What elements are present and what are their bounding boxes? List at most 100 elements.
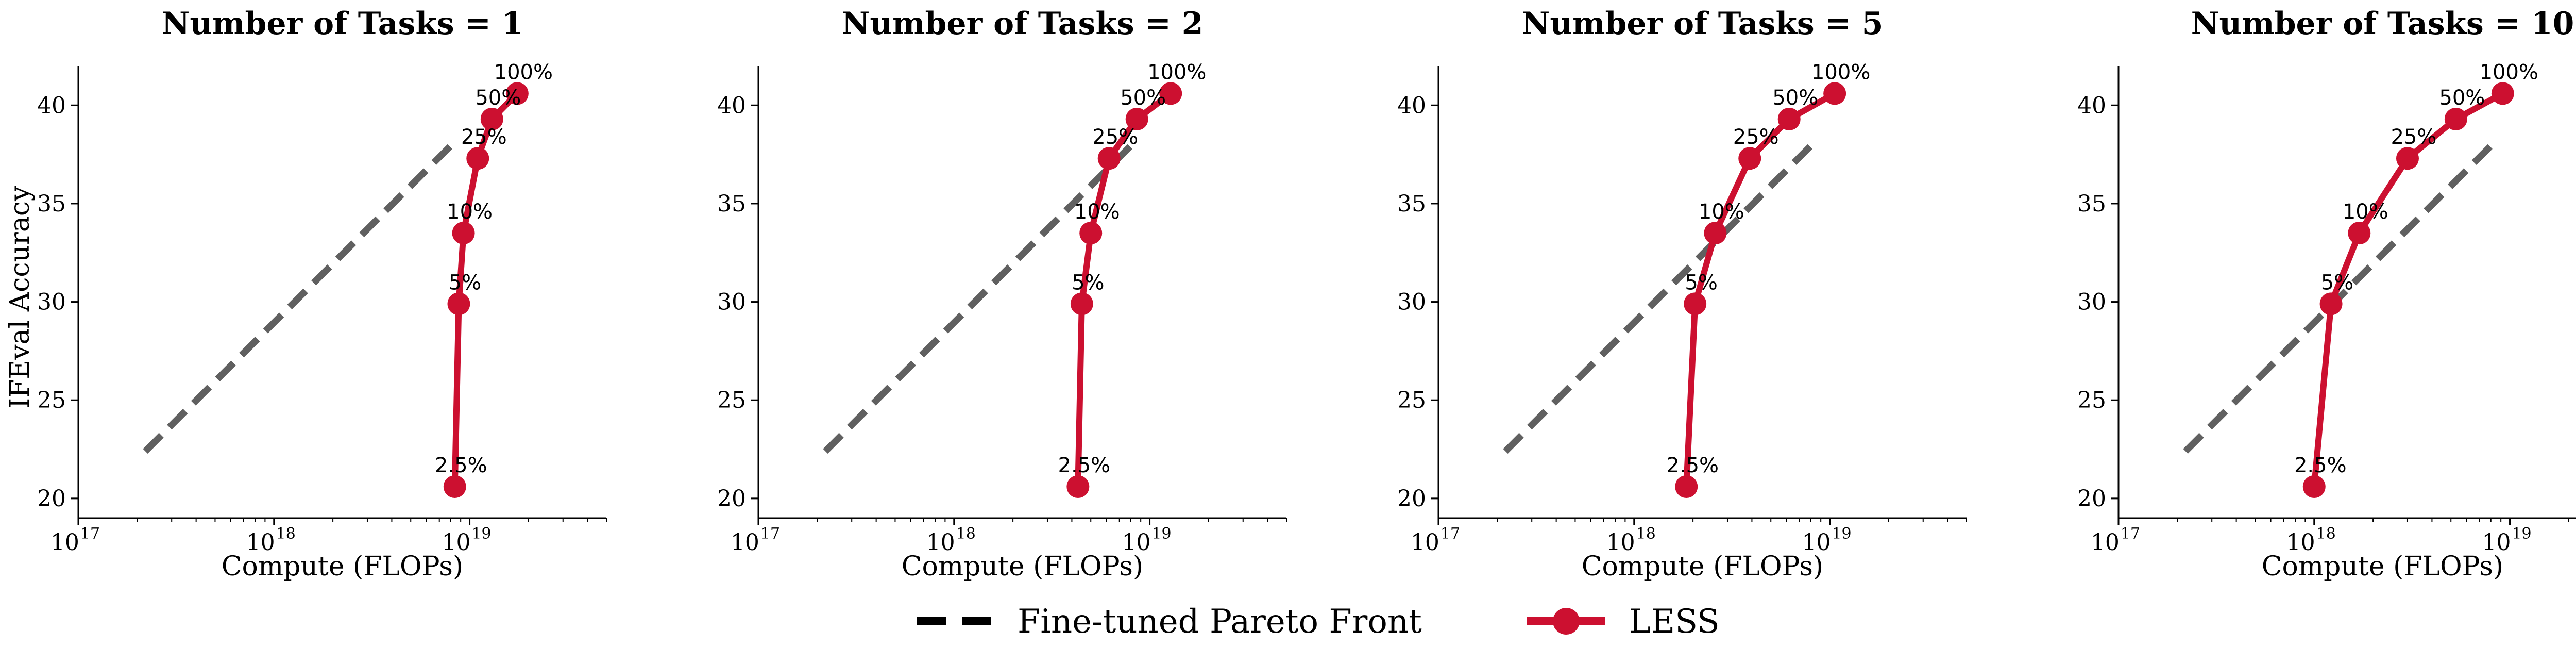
data-label: 100%	[2480, 60, 2538, 84]
data-label: 10%	[1699, 200, 1744, 224]
chart-title: Number of Tasks = 2	[841, 6, 1203, 42]
less-point	[2491, 82, 2514, 105]
less-point	[2444, 107, 2467, 130]
y-tick-label: 25	[2077, 387, 2106, 413]
data-label: 100%	[494, 60, 553, 84]
data-label: 10%	[447, 200, 493, 224]
less-point	[2302, 475, 2326, 498]
y-tick-label: 40	[717, 92, 746, 119]
x-tick-label: 1019	[442, 525, 491, 556]
legend-label-pareto: Fine-tuned Pareto Front	[1018, 603, 1422, 641]
less-point	[1704, 222, 1727, 245]
less-point	[2348, 222, 2371, 245]
x-tick-label: 1017	[1411, 525, 1460, 556]
less-point	[447, 292, 470, 316]
data-label: 2.5%	[1058, 454, 1111, 477]
x-tick-label: 1019	[1802, 525, 1851, 556]
less-point	[1070, 292, 1093, 316]
chart-title: Number of Tasks = 5	[1521, 6, 1883, 42]
x-tick-label: 1018	[2286, 525, 2336, 556]
x-tick-label: 1018	[246, 525, 296, 556]
less-point	[505, 82, 529, 105]
x-axis-label: Compute (FLOPs)	[902, 551, 1143, 582]
pareto-front-line	[823, 138, 1139, 454]
x-axis-label: Compute (FLOPs)	[2262, 551, 2503, 582]
less-point	[1097, 147, 1121, 170]
data-label: 50%	[1772, 86, 1818, 110]
y-tick-label: 20	[1397, 486, 1426, 512]
chart-title: Number of Tasks = 1	[161, 6, 523, 42]
y-tick-label: 20	[2077, 486, 2106, 512]
data-label: 2.5%	[2294, 454, 2347, 477]
less-point	[2319, 292, 2343, 316]
less-point	[2396, 147, 2419, 170]
chart-title: Number of Tasks = 10	[2191, 6, 2574, 42]
less-point	[480, 107, 503, 130]
data-label: 2.5%	[435, 454, 487, 477]
less-point	[1823, 82, 1846, 105]
legend: Fine-tuned Pareto Front LESS	[917, 603, 1720, 641]
data-label: 10%	[1074, 200, 1120, 224]
y-tick-label: 20	[37, 486, 66, 512]
legend-label-less: LESS	[1629, 603, 1720, 641]
x-axis-label: Compute (FLOPs)	[1582, 551, 1823, 582]
data-label: 50%	[2439, 86, 2485, 110]
data-label: 50%	[1120, 86, 1166, 110]
less-point	[443, 475, 466, 498]
less-point	[466, 147, 489, 170]
pareto-front-line	[1503, 138, 1819, 454]
chart-panel-1: Number of Tasks = 1 20 25 30 35 40 1017 1018 101…	[5, 6, 607, 582]
pareto-front-line	[2183, 138, 2499, 454]
data-label: 100%	[1811, 60, 1870, 84]
y-tick-label: 35	[717, 191, 746, 217]
data-label: 50%	[475, 86, 521, 110]
chart-panel-2: Number of Tasks = 2 20 25 30 35 40 1017 1018 101…	[717, 6, 1287, 582]
y-tick-label: 40	[1397, 92, 1426, 119]
less-point	[1159, 82, 1182, 105]
chart-panels: Number of Tasks = 1 20 25 30 35 40 1017 1018 101…	[5, 6, 2576, 582]
less-point	[1125, 107, 1148, 130]
data-label: 25%	[1733, 125, 1779, 149]
less-point	[1066, 475, 1090, 498]
data-label: 5%	[449, 271, 481, 294]
less-point	[1738, 147, 1761, 170]
data-label: 25%	[461, 125, 507, 149]
chart-panel-3: Number of Tasks = 5 20 25 30 35 40 1017 1018 101…	[1397, 6, 1967, 582]
data-label: 25%	[2391, 125, 2437, 149]
x-tick-label: 1017	[731, 525, 780, 556]
y-tick-label: 35	[2077, 191, 2106, 217]
data-label: 5%	[1685, 271, 1717, 294]
less-point	[1777, 107, 1801, 130]
y-tick-label: 30	[37, 289, 66, 316]
data-label: 2.5%	[1666, 454, 1719, 477]
less-point	[1675, 475, 1698, 498]
y-tick-label: 20	[717, 486, 746, 512]
y-tick-label: 30	[2077, 289, 2106, 316]
less-point	[1684, 292, 1707, 316]
x-tick-label: 1019	[2482, 525, 2531, 556]
y-tick-label: 30	[717, 289, 746, 316]
x-tick-label: 1017	[2091, 525, 2140, 556]
y-axis-label: IFEval Accuracy	[5, 186, 36, 408]
x-tick-label: 1018	[926, 525, 976, 556]
pareto-front-line	[143, 138, 459, 454]
data-label: 100%	[1147, 60, 1206, 84]
y-tick-label: 30	[1397, 289, 1426, 316]
data-label: 5%	[1072, 271, 1104, 294]
chart-panel-4: Number of Tasks = 10 20 25 30 35 40 1017 1018 10…	[2077, 6, 2576, 582]
y-tick-label: 40	[37, 92, 66, 119]
data-label: 5%	[2321, 271, 2353, 294]
y-tick-label: 25	[1397, 387, 1426, 413]
y-tick-label: 40	[2077, 92, 2106, 119]
y-tick-label: 25	[37, 387, 66, 413]
less-point	[452, 222, 475, 245]
x-tick-label: 1019	[1122, 525, 1171, 556]
data-label: 10%	[2343, 200, 2388, 224]
y-tick-label: 25	[717, 387, 746, 413]
less-point	[1079, 222, 1103, 245]
y-tick-label: 35	[37, 191, 66, 217]
x-tick-label: 1017	[50, 525, 100, 556]
legend-less-marker	[1553, 608, 1580, 635]
x-axis-label: Compute (FLOPs)	[222, 551, 463, 582]
